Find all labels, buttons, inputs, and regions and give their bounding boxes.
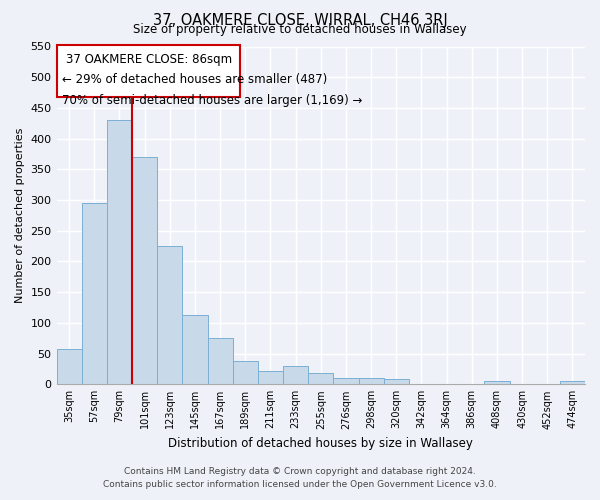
- Text: 37 OAKMERE CLOSE: 86sqm: 37 OAKMERE CLOSE: 86sqm: [65, 53, 232, 66]
- Bar: [56, 350, 82, 384]
- Bar: [484, 381, 509, 384]
- Bar: [208, 338, 233, 384]
- Text: Size of property relative to detached houses in Wallasey: Size of property relative to detached ho…: [133, 22, 467, 36]
- FancyBboxPatch shape: [57, 44, 240, 98]
- Bar: [233, 361, 258, 384]
- Bar: [182, 315, 208, 384]
- Bar: [157, 246, 182, 384]
- Bar: [107, 120, 132, 384]
- Text: ← 29% of detached houses are smaller (487): ← 29% of detached houses are smaller (48…: [62, 74, 328, 86]
- Bar: [82, 203, 107, 384]
- Bar: [560, 381, 585, 384]
- Bar: [308, 374, 334, 384]
- Text: 70% of semi-detached houses are larger (1,169) →: 70% of semi-detached houses are larger (…: [62, 94, 363, 106]
- Bar: [334, 378, 359, 384]
- Bar: [283, 366, 308, 384]
- Bar: [132, 157, 157, 384]
- Bar: [383, 379, 409, 384]
- Bar: [258, 371, 283, 384]
- Bar: [359, 378, 383, 384]
- X-axis label: Distribution of detached houses by size in Wallasey: Distribution of detached houses by size …: [169, 437, 473, 450]
- Text: 37, OAKMERE CLOSE, WIRRAL, CH46 3RJ: 37, OAKMERE CLOSE, WIRRAL, CH46 3RJ: [152, 12, 448, 28]
- Y-axis label: Number of detached properties: Number of detached properties: [15, 128, 25, 303]
- Text: Contains HM Land Registry data © Crown copyright and database right 2024.
Contai: Contains HM Land Registry data © Crown c…: [103, 468, 497, 489]
